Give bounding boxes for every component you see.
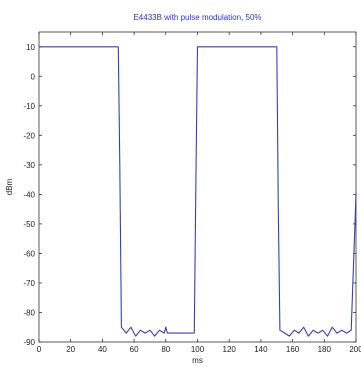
y-tick-label: -10	[23, 102, 35, 111]
y-tick-label: -20	[23, 131, 35, 140]
y-tick-label: 10	[26, 43, 35, 52]
y-tick-label: -40	[23, 190, 35, 199]
x-tick-label: 200	[349, 345, 361, 354]
series-line	[39, 47, 356, 336]
x-tick-label: 60	[130, 345, 139, 354]
x-tick-label: 140	[254, 345, 268, 354]
x-axis-label: ms	[192, 356, 203, 365]
x-tick-label: 0	[37, 345, 42, 354]
x-tick-label: 100	[191, 345, 205, 354]
y-tick-label: -90	[23, 338, 35, 347]
y-axis-label: dBm	[5, 178, 14, 195]
y-tick-label: -70	[23, 279, 35, 288]
chart-title: E4433B with pulse modulation, 50%	[133, 13, 261, 22]
y-tick-label: -60	[23, 249, 35, 258]
plot-area: 0 20 40 60 80 100 120 140 160 180 200100-10-20-30-…	[23, 32, 361, 354]
y-tick-label: 0	[31, 72, 36, 81]
x-tick-label: 80	[161, 345, 170, 354]
y-tick-label: -30	[23, 161, 35, 170]
x-tick-label: 180	[318, 345, 332, 354]
x-tick-label: 20	[66, 345, 75, 354]
x-tick-label: 160	[286, 345, 300, 354]
x-tick-label: 40	[98, 345, 107, 354]
x-tick-label: 120	[223, 345, 237, 354]
y-tick-label: -80	[23, 308, 35, 317]
y-tick-label: -50	[23, 220, 35, 229]
